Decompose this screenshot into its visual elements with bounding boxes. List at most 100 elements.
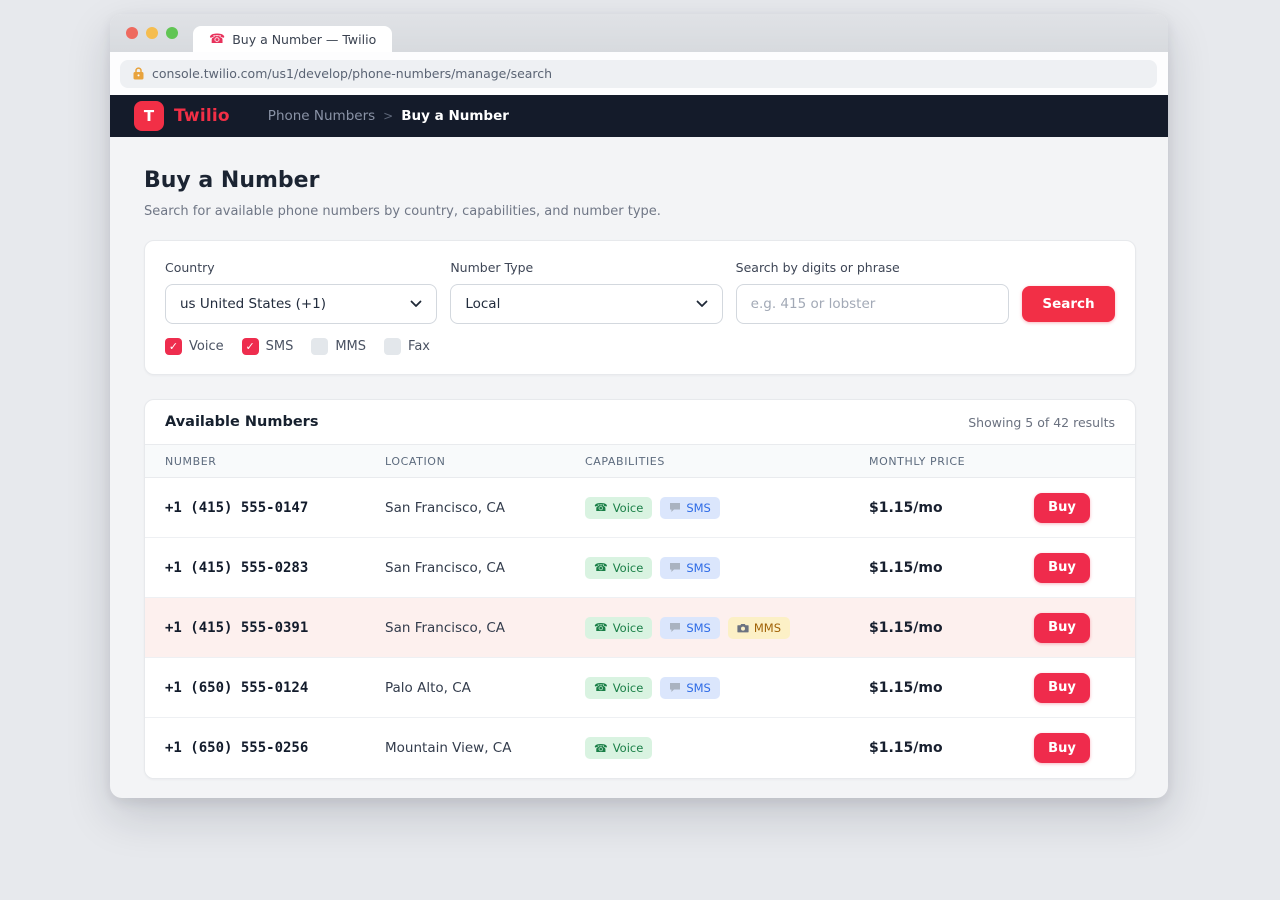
chevron-down-icon <box>696 296 708 312</box>
capability-checkbox-voice[interactable]: ✓ Voice <box>165 338 224 355</box>
voice-capability-badge: ☎ Voice <box>585 616 653 639</box>
digits-search-input[interactable] <box>735 284 1009 324</box>
tab-title: Buy a Number — Twilio <box>232 31 377 47</box>
camera-icon <box>737 623 749 633</box>
badge-label: SMS <box>686 620 711 635</box>
speech-bubble-icon <box>669 562 681 573</box>
phone-icon: ☎ <box>594 501 608 514</box>
row-phone-number: +1 (415) 555-0283 <box>165 559 309 576</box>
voice-capability-badge: ☎ Voice <box>585 556 653 579</box>
sms-capability-badge: SMS <box>660 496 720 519</box>
buy-button[interactable]: Buy <box>1034 552 1090 583</box>
phone-icon: ☎ <box>594 561 608 574</box>
sms-capability-badge: SMS <box>660 616 720 639</box>
lock-icon <box>133 67 144 80</box>
column-header-monthly-price: MONTHLY PRICE <box>869 454 966 468</box>
country-select[interactable]: us United States (+1) <box>165 284 438 324</box>
column-header-number: NUMBER <box>165 454 217 468</box>
buy-button[interactable]: Buy <box>1034 672 1090 703</box>
capability-checkbox-mms[interactable]: ✓ MMS <box>311 338 366 355</box>
brand-name[interactable]: Twilio <box>174 106 230 126</box>
minimize-window-button[interactable] <box>146 27 158 39</box>
capability-checkbox-label: SMS <box>265 339 294 354</box>
badge-label: Voice <box>612 620 644 635</box>
browser-window: ☎ Buy a Number — Twilio console.twilio.c… <box>110 14 1168 798</box>
buy-button[interactable]: Buy <box>1034 492 1090 523</box>
browser-urlbar: console.twilio.com/us1/develop/phone-num… <box>110 52 1168 95</box>
browser-tab[interactable]: ☎ Buy a Number — Twilio <box>193 26 393 52</box>
twilio-logo-icon[interactable]: T <box>134 101 164 131</box>
row-capabilities: ☎ Voice SMS <box>585 496 869 519</box>
phone-icon: ☎ <box>594 621 608 634</box>
row-location: San Francisco, CA <box>385 559 505 576</box>
browser-titlebar: ☎ Buy a Number — Twilio <box>110 14 1168 52</box>
column-header-location: LOCATION <box>385 454 446 468</box>
speech-bubble-icon <box>669 622 681 633</box>
capability-checkbox-label: Voice <box>189 339 224 354</box>
badge-label: MMS <box>753 620 781 635</box>
address-bar[interactable]: console.twilio.com/us1/develop/phone-num… <box>120 59 1157 88</box>
window-controls <box>126 27 178 39</box>
row-capabilities: ☎ Voice <box>585 737 869 759</box>
badge-label: Voice <box>612 741 644 755</box>
row-monthly-price: $1.15/mo <box>869 619 943 636</box>
buy-button[interactable]: Buy <box>1034 612 1090 643</box>
country-label: Country <box>165 260 215 275</box>
phone-icon: ☎ <box>594 681 608 694</box>
capability-checkbox-label: MMS <box>335 339 367 354</box>
app-header: T Twilio Phone Numbers > Buy a Number <box>110 95 1168 137</box>
checkbox-icon: ✓ <box>165 338 182 355</box>
voice-capability-badge: ☎ Voice <box>585 496 653 519</box>
page-content: Buy a Number Search for available phone … <box>110 137 1168 779</box>
voice-capability-badge: ☎ Voice <box>585 676 653 699</box>
buy-button[interactable]: Buy <box>1034 733 1090 763</box>
badge-label: Voice <box>612 560 644 575</box>
speech-bubble-icon <box>669 682 681 693</box>
breadcrumb-phone-numbers[interactable]: Phone Numbers <box>267 108 376 124</box>
table-header-row: NUMBER LOCATION CAPABILITIES MONTHLY PRI… <box>145 444 1135 478</box>
row-phone-number: +1 (650) 555-0124 <box>165 679 309 696</box>
table-row: +1 (650) 555-0256 Mountain View, CA ☎ Voi… <box>145 718 1135 778</box>
row-monthly-price: $1.15/mo <box>869 499 943 516</box>
checkbox-icon: ✓ <box>241 338 259 355</box>
capability-checkbox-sms[interactable]: ✓ SMS <box>241 338 294 355</box>
search-form-card: Country us United States (+1) Number Typ… <box>144 240 1136 375</box>
mms-capability-badge: MMS <box>727 616 790 639</box>
column-header-capabilities: CAPABILITIES <box>585 454 665 468</box>
page-title: Buy a Number <box>144 168 320 193</box>
search-button[interactable]: Search <box>1021 286 1115 322</box>
close-window-button[interactable] <box>126 27 138 39</box>
badge-label: SMS <box>686 680 711 695</box>
row-monthly-price: $1.15/mo <box>869 740 943 756</box>
number-type-select[interactable]: Local <box>450 284 723 324</box>
checkbox-icon: ✓ <box>311 338 329 355</box>
badge-label: SMS <box>686 560 711 575</box>
chevron-down-icon <box>410 296 422 312</box>
checkbox-icon: ✓ <box>384 338 402 355</box>
row-monthly-price: $1.15/mo <box>869 679 943 696</box>
table-row: +1 (415) 555-0391 San Francisco, CA ☎ Voi… <box>145 598 1135 658</box>
row-phone-number: +1 (415) 555-0147 <box>165 499 309 516</box>
sms-capability-badge: SMS <box>660 556 720 579</box>
row-phone-number: +1 (650) 555-0256 <box>165 740 309 756</box>
results-card: Available Numbers Showing 5 of 42 result… <box>144 399 1136 779</box>
table-row: +1 (650) 555-0124 Palo Alto, CA ☎ Voice S… <box>145 658 1135 718</box>
digits-search-label: Search by digits or phrase <box>735 260 900 275</box>
maximize-window-button[interactable] <box>166 27 178 39</box>
sms-capability-badge: SMS <box>660 676 720 699</box>
row-location: San Francisco, CA <box>385 619 505 636</box>
capability-checkbox-label: Fax <box>408 339 430 354</box>
capability-checkbox-fax[interactable]: ✓ Fax <box>384 338 430 355</box>
badge-label: Voice <box>612 500 644 515</box>
row-capabilities: ☎ Voice SMS <box>585 556 869 579</box>
row-phone-number: +1 (415) 555-0391 <box>165 619 309 636</box>
row-capabilities: ☎ Voice SMS <box>585 676 869 699</box>
row-capabilities: ☎ Voice SMS MMS <box>585 616 869 639</box>
row-location: Palo Alto, CA <box>385 679 471 696</box>
page-subtitle: Search for available phone numbers by co… <box>144 204 661 219</box>
breadcrumb: Phone Numbers > Buy a Number <box>268 108 509 124</box>
row-location: San Francisco, CA <box>385 499 505 516</box>
phone-favicon-icon: ☎ <box>209 31 226 47</box>
row-monthly-price: $1.15/mo <box>869 559 943 576</box>
results-title: Available Numbers <box>165 414 319 430</box>
